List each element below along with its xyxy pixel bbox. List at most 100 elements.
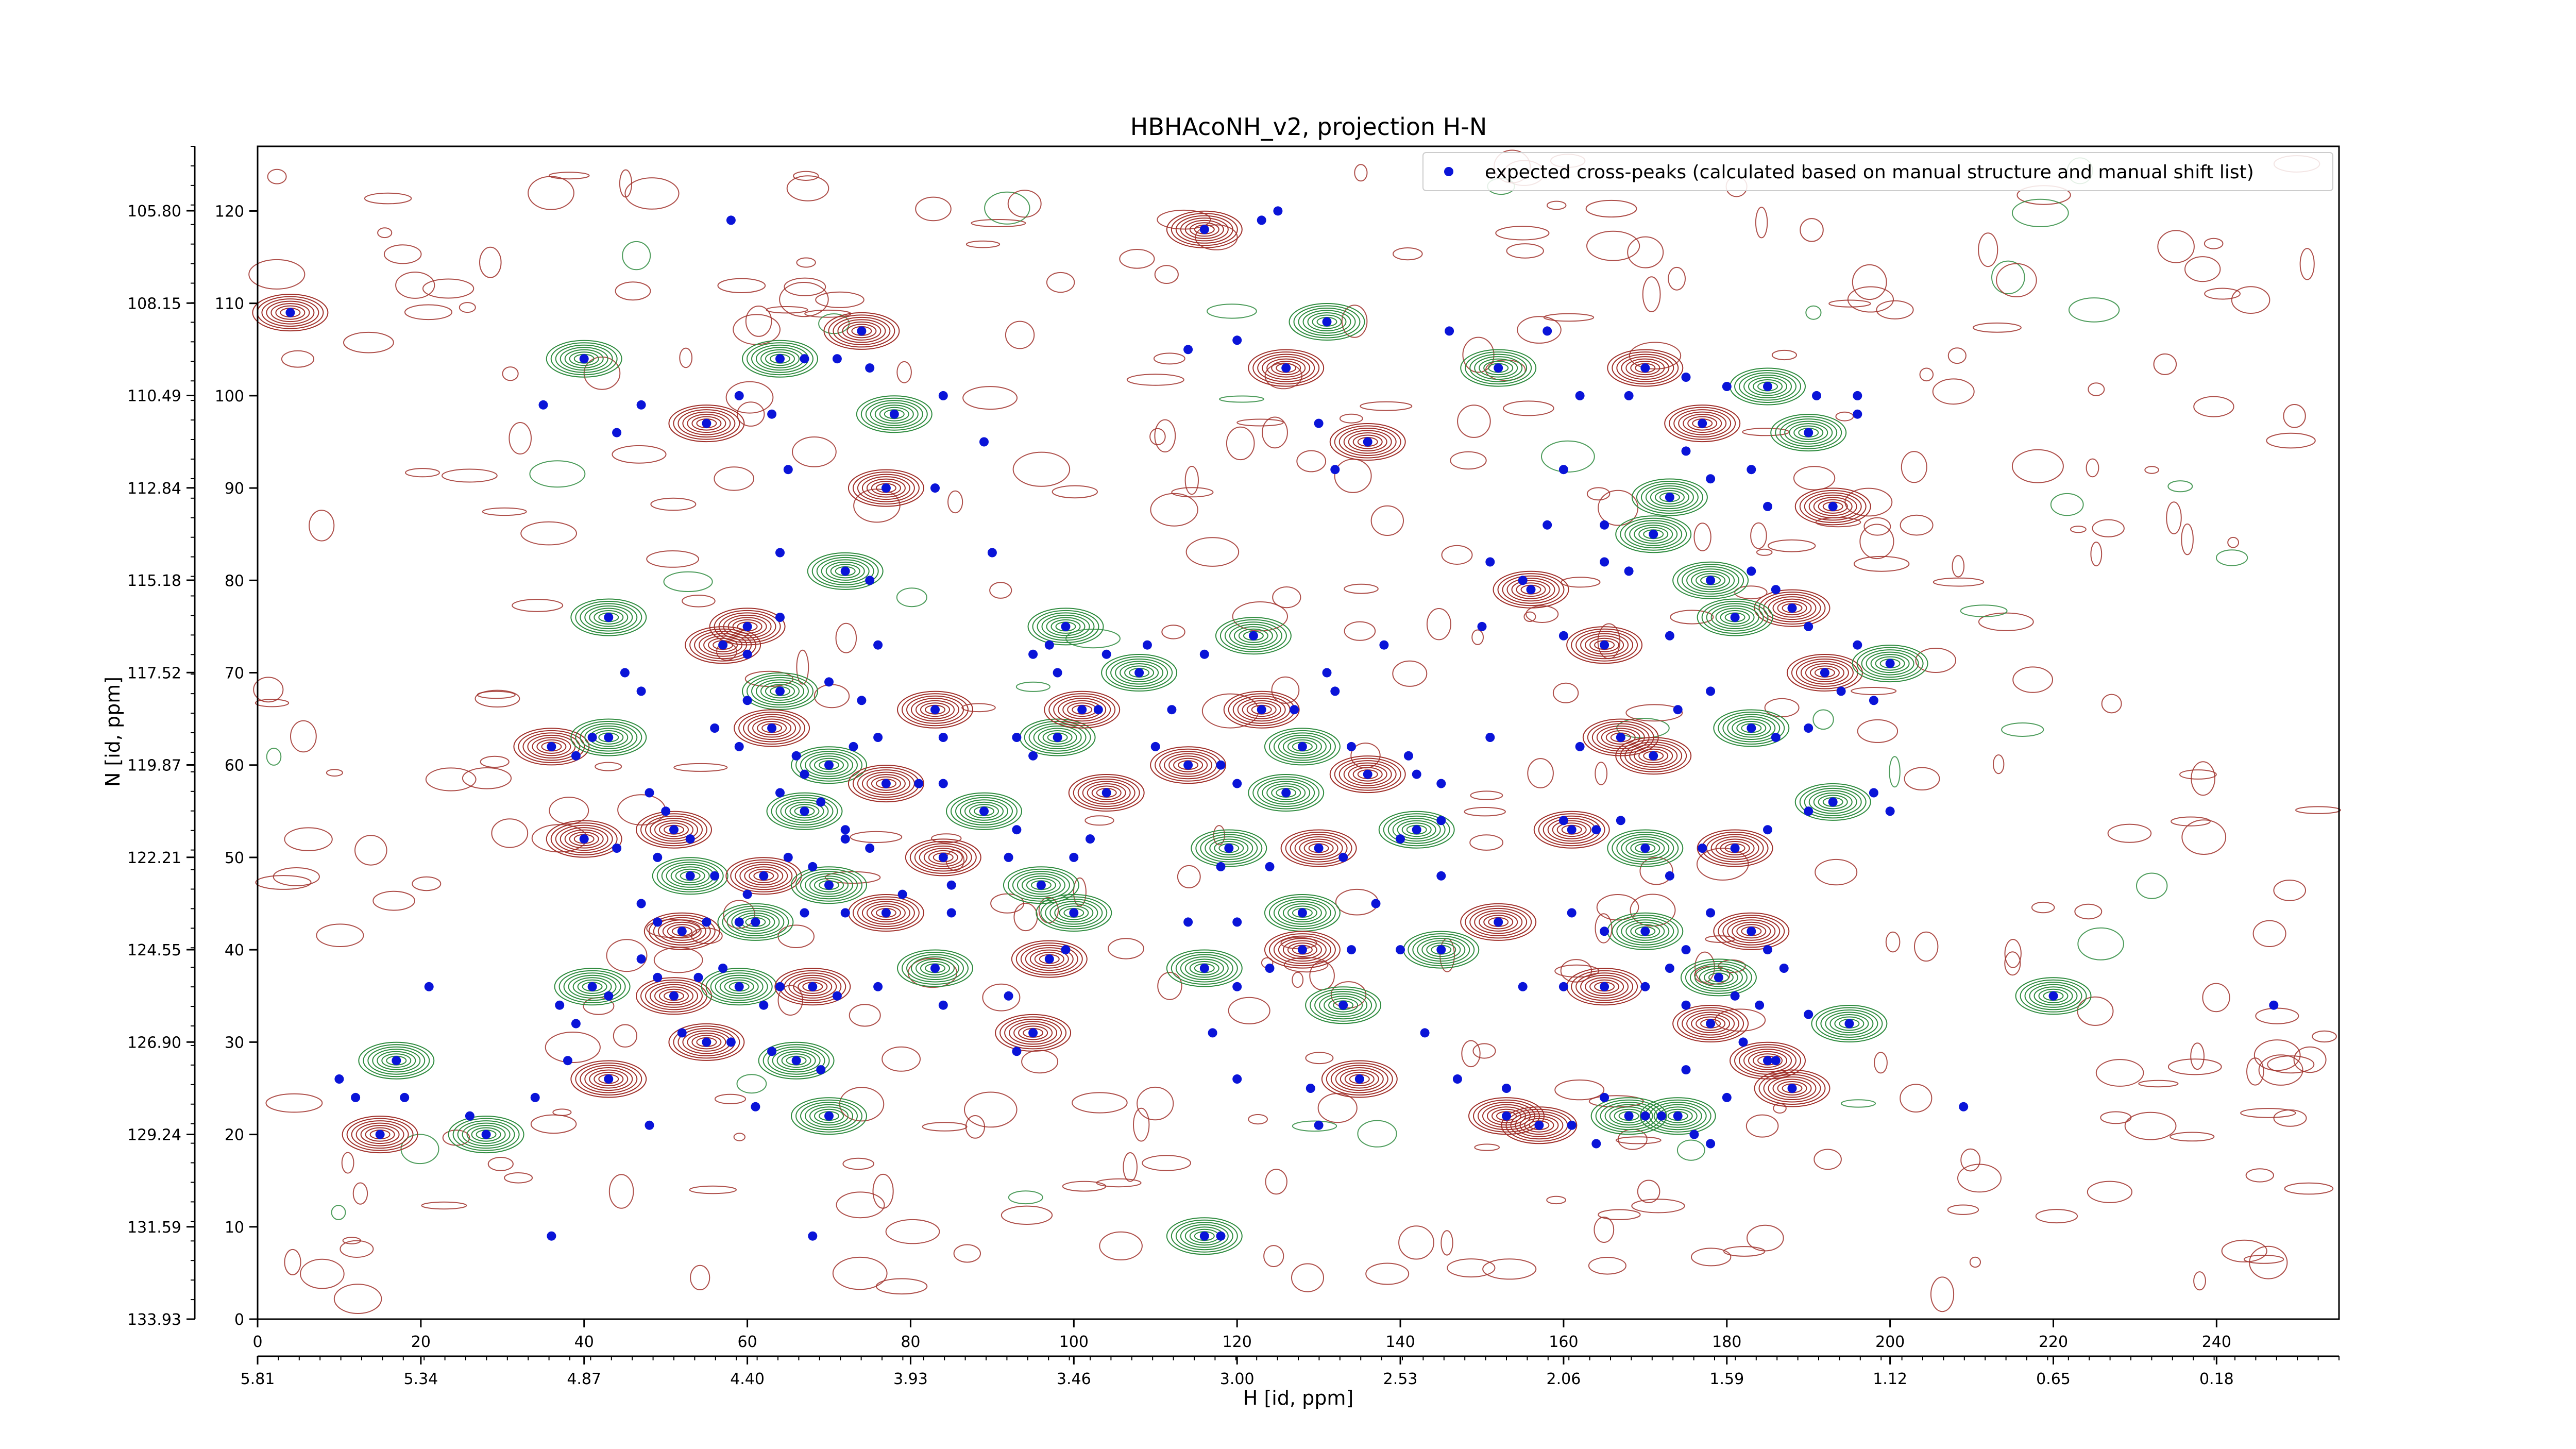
- cross-peak-point: [1347, 742, 1356, 751]
- peak-contour: [1053, 695, 1111, 724]
- peak-contour: [1615, 515, 1692, 553]
- peak-contour: [1229, 624, 1278, 648]
- peak-contour: [673, 407, 740, 440]
- noise-contour: [1742, 428, 1790, 436]
- peak-contour: [1727, 919, 1776, 943]
- cross-peak-point: [1224, 844, 1234, 853]
- peak-contour: [793, 977, 833, 997]
- noise-contour: [1586, 487, 1611, 501]
- peak-contour: [1639, 1097, 1716, 1135]
- peak-contour: [1607, 349, 1684, 387]
- peak-contour: [699, 633, 748, 657]
- peak-contour: [1302, 310, 1351, 334]
- noise-contour: [1952, 555, 1965, 578]
- noise-contour: [1523, 611, 1536, 622]
- peak-contour: [351, 1120, 409, 1149]
- peak-contour: [1166, 1217, 1243, 1255]
- cross-peak-point: [881, 483, 891, 493]
- x-tick-label: 100: [1059, 1333, 1089, 1351]
- peak-contour: [367, 1046, 426, 1075]
- cross-peak-point: [1763, 825, 1772, 835]
- cross-peak-point: [873, 640, 883, 650]
- noise-contour: [1503, 400, 1554, 416]
- peak-contour: [667, 924, 697, 939]
- cross-peak-point: [1494, 363, 1503, 373]
- noise-contour: [814, 684, 850, 709]
- peak-contour: [798, 979, 828, 994]
- cross-peak-point: [1290, 705, 1299, 715]
- x-ppm-tick-label: 3.93: [893, 1370, 928, 1388]
- peak-contour: [906, 954, 964, 983]
- cross-peak-point: [1681, 945, 1691, 955]
- peak-contour: [1024, 721, 1091, 754]
- cross-peak-point: [1771, 733, 1781, 742]
- cross-peak-point: [1265, 964, 1275, 973]
- noise-contour: [1001, 1205, 1053, 1225]
- peak-contour: [1278, 901, 1327, 925]
- noise-contour: [1960, 1148, 1981, 1172]
- peak-contour: [800, 871, 858, 900]
- cross-peak-point: [653, 852, 663, 862]
- cross-peak-point: [783, 852, 793, 862]
- cross-peak-point: [1747, 566, 1756, 576]
- peak-contour: [652, 857, 728, 895]
- noise-contour: [2193, 396, 2234, 417]
- cross-peak-point: [1640, 982, 1650, 991]
- noise-contour: [1471, 629, 1484, 645]
- cross-peak-point: [1853, 391, 1862, 400]
- cross-peak-point: [1600, 926, 1609, 936]
- cross-peak-point: [1322, 317, 1332, 327]
- noise-contour: [1554, 1079, 1605, 1101]
- peak-contour: [584, 605, 633, 629]
- peak-contour: [685, 626, 761, 664]
- peak-contour: [724, 979, 754, 994]
- peak-contour: [842, 321, 882, 341]
- cross-peak-point: [1885, 659, 1895, 668]
- peak-contour: [719, 977, 759, 997]
- noise-contour: [1552, 682, 1579, 703]
- noise-contour: [953, 1244, 981, 1263]
- peak-contour: [758, 1041, 835, 1080]
- peak-contour: [448, 1116, 524, 1154]
- noise-contour: [377, 227, 393, 239]
- cross-peak-point: [1216, 1231, 1226, 1241]
- cross-peak-point: [832, 354, 842, 364]
- peak-contour: [906, 695, 964, 724]
- peak-contour: [1115, 661, 1164, 685]
- noise-contour: [1008, 1190, 1043, 1205]
- cross-peak-point: [775, 548, 785, 558]
- peak-contour: [1248, 349, 1325, 387]
- cross-peak-point: [579, 354, 589, 364]
- noise-contour: [1874, 1052, 1888, 1074]
- x-tick-label: 80: [901, 1333, 920, 1351]
- peak-contour: [650, 818, 698, 842]
- y-tick-label: 30: [225, 1034, 244, 1052]
- peak-contour: [1575, 972, 1634, 1001]
- peak-contour: [640, 813, 707, 847]
- peak-contour: [920, 702, 950, 717]
- peak-contour: [749, 868, 779, 883]
- x-tick-label: 40: [574, 1333, 594, 1351]
- noise-contour: [679, 347, 693, 368]
- noise-contour: [1360, 401, 1413, 411]
- noise-contour: [2231, 286, 2270, 314]
- peak-contour: [1677, 564, 1744, 597]
- peak-contour: [709, 608, 786, 646]
- peak-contour: [2024, 982, 2082, 1010]
- peak-contour: [584, 726, 633, 749]
- noise-contour: [1693, 523, 1711, 551]
- peak-contour: [800, 751, 858, 780]
- peak-contour: [1312, 314, 1342, 329]
- noise-contour: [512, 599, 564, 612]
- cross-peak-point: [653, 917, 663, 927]
- peak-contour: [1262, 356, 1311, 380]
- cross-peak-point: [669, 825, 679, 835]
- cross-peak-point: [1722, 382, 1732, 391]
- noise-contour: [504, 1172, 533, 1184]
- peak-contour: [1811, 1005, 1888, 1042]
- peak-contour: [569, 832, 599, 847]
- peak-contour: [1713, 912, 1790, 950]
- noise-contour: [1723, 1246, 1766, 1257]
- cross-peak-point: [710, 723, 720, 733]
- cross-peak-point: [1436, 816, 1446, 825]
